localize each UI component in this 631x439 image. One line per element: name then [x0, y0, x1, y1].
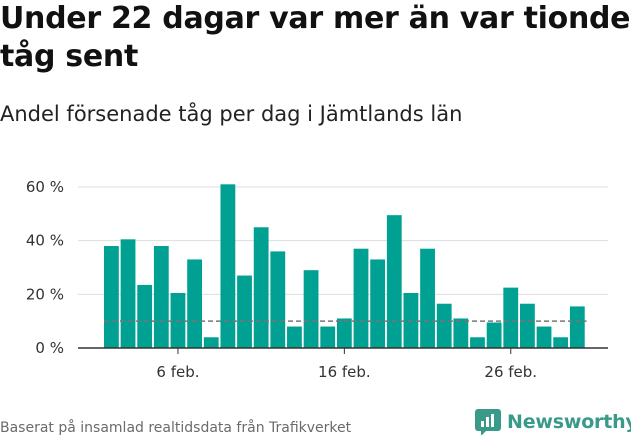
y-tick-label: 20 %	[26, 285, 64, 303]
bar[interactable]: 8 feb.: 4 %	[203, 337, 219, 348]
bar[interactable]: 27 feb.: 16.5 %	[520, 303, 535, 348]
bar-chart: 0 % 20 % 40 % 60 % 2 feb.: 38 %3 feb.: 40.5…	[26, 178, 608, 381]
bar[interactable]: 29 feb.: 4 %	[553, 337, 569, 348]
bar[interactable]: 25 feb.: 9.5 %	[486, 322, 502, 348]
bar[interactable]: 24 feb.: 4 %	[470, 337, 485, 348]
x-tick-label: 6 feb.	[156, 363, 199, 381]
x-tick-label: 16 feb.	[318, 363, 371, 381]
bar[interactable]: 15 feb.: 8 %	[320, 326, 336, 348]
bar[interactable]: 7 feb.: 33 %	[187, 259, 202, 348]
bar[interactable]: 28 feb.: 8 %	[536, 326, 552, 348]
chart-subtitle: Andel försenade tåg per dag i Jämtlands …	[0, 102, 463, 126]
y-tick-label: 0 %	[35, 339, 64, 357]
bar[interactable]: 19 feb.: 49.5 %	[386, 215, 402, 348]
bar[interactable]: 17 feb.: 37 %	[353, 248, 369, 348]
bar[interactable]: 21 feb.: 37 %	[420, 248, 435, 348]
newsworthy-logo-icon	[475, 409, 501, 435]
y-tick-label: 60 %	[26, 178, 64, 196]
bar[interactable]: 5 feb.: 38 %	[153, 246, 169, 348]
y-axis-ticks: 0 % 20 % 40 % 60 %	[26, 178, 64, 357]
bar[interactable]: 12 feb.: 36 %	[270, 251, 286, 348]
bar[interactable]: 9 feb.: 61 %	[220, 184, 236, 348]
bar[interactable]: 11 feb.: 45 %	[253, 227, 269, 348]
chart-title: Under 22 dagar var mer än var tionde tåg…	[0, 1, 631, 74]
bar[interactable]: 18 feb.: 33 %	[370, 259, 386, 348]
bar[interactable]: 10 feb.: 27 %	[237, 275, 252, 348]
bar[interactable]: 3 feb.: 40.5 %	[120, 239, 136, 348]
bar[interactable]: undefined: 15.5 %	[569, 306, 585, 348]
source-note: Baserat på insamlad realtidsdata från Tr…	[0, 420, 352, 436]
bar[interactable]: 22 feb.: 16.5 %	[436, 303, 452, 348]
bar[interactable]: 14 feb.: 29 %	[303, 270, 319, 348]
bar[interactable]: 2 feb.: 38 %	[104, 246, 119, 348]
x-tick-label: 26 feb.	[484, 363, 537, 381]
brand-name: Newsworthy	[507, 411, 631, 433]
bar[interactable]: 23 feb.: 11 %	[453, 318, 469, 348]
bar[interactable]: 16 feb.: 11 %	[336, 318, 352, 348]
bar[interactable]: 13 feb.: 8 %	[287, 326, 302, 348]
bar[interactable]: 26 feb.: 22.5 %	[503, 287, 519, 348]
y-tick-label: 40 %	[26, 232, 64, 250]
x-axis-ticks: 6 feb. 16 feb. 26 feb.	[156, 348, 537, 381]
bar[interactable]: 4 feb.: 23.5 %	[137, 284, 153, 348]
bars: 2 feb.: 38 %3 feb.: 40.5 %4 feb.: 23.5 %…	[104, 184, 585, 348]
brand-logo[interactable]: Newsworthy	[475, 407, 631, 437]
